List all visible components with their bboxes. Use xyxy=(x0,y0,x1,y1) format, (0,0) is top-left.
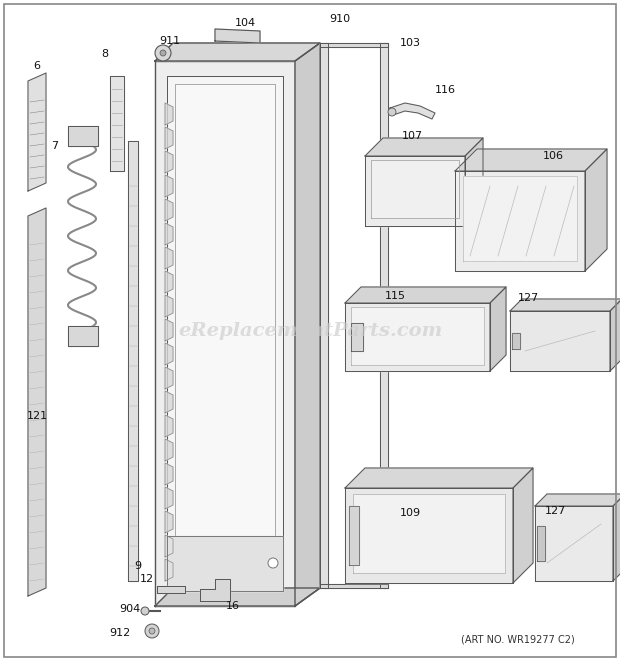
Polygon shape xyxy=(320,43,328,588)
Polygon shape xyxy=(68,126,98,146)
Polygon shape xyxy=(165,271,173,293)
Polygon shape xyxy=(345,303,490,371)
Polygon shape xyxy=(380,43,388,588)
Text: eReplacementParts.com: eReplacementParts.com xyxy=(178,322,442,340)
Text: (ART NO. WR19277 C2): (ART NO. WR19277 C2) xyxy=(461,634,575,644)
Polygon shape xyxy=(463,176,577,261)
Polygon shape xyxy=(28,208,46,596)
Polygon shape xyxy=(295,43,320,606)
Circle shape xyxy=(149,628,155,634)
Text: 127: 127 xyxy=(517,293,539,303)
Polygon shape xyxy=(155,43,320,61)
Circle shape xyxy=(388,108,396,116)
Text: 116: 116 xyxy=(435,85,456,95)
Polygon shape xyxy=(585,149,607,271)
Polygon shape xyxy=(165,367,173,389)
Polygon shape xyxy=(455,149,607,171)
Polygon shape xyxy=(165,103,173,125)
Text: 910: 910 xyxy=(329,14,350,24)
Polygon shape xyxy=(28,73,46,191)
Polygon shape xyxy=(510,299,620,311)
Polygon shape xyxy=(353,494,505,573)
Polygon shape xyxy=(490,287,506,371)
Polygon shape xyxy=(610,299,620,371)
Text: 127: 127 xyxy=(544,506,565,516)
Polygon shape xyxy=(165,247,173,269)
Circle shape xyxy=(145,624,159,638)
Circle shape xyxy=(268,558,278,568)
Polygon shape xyxy=(165,151,173,173)
Polygon shape xyxy=(512,333,520,349)
Polygon shape xyxy=(68,326,98,346)
Polygon shape xyxy=(345,468,533,488)
Polygon shape xyxy=(165,559,173,581)
Polygon shape xyxy=(351,323,363,351)
Circle shape xyxy=(155,45,171,61)
Polygon shape xyxy=(110,76,124,171)
Polygon shape xyxy=(165,535,173,557)
Polygon shape xyxy=(128,141,138,581)
Text: 7: 7 xyxy=(51,141,58,151)
Polygon shape xyxy=(535,506,613,581)
Polygon shape xyxy=(351,307,484,365)
Polygon shape xyxy=(215,29,260,43)
Polygon shape xyxy=(165,199,173,221)
Polygon shape xyxy=(165,415,173,437)
Text: 16: 16 xyxy=(226,601,240,611)
Text: 104: 104 xyxy=(234,18,255,28)
Polygon shape xyxy=(345,287,506,303)
Polygon shape xyxy=(365,156,465,226)
Text: 911: 911 xyxy=(159,36,180,46)
Text: 9: 9 xyxy=(135,561,141,571)
Polygon shape xyxy=(349,506,359,565)
Polygon shape xyxy=(535,494,620,506)
Polygon shape xyxy=(465,138,483,226)
Text: 912: 912 xyxy=(109,628,131,638)
Polygon shape xyxy=(371,160,459,218)
Polygon shape xyxy=(175,84,275,583)
Polygon shape xyxy=(165,223,173,245)
Text: 106: 106 xyxy=(542,151,564,161)
Polygon shape xyxy=(165,439,173,461)
Polygon shape xyxy=(510,311,610,371)
Text: 109: 109 xyxy=(399,508,420,518)
Text: 6: 6 xyxy=(33,61,40,71)
Polygon shape xyxy=(165,487,173,509)
Polygon shape xyxy=(165,295,173,317)
Polygon shape xyxy=(345,488,513,583)
Polygon shape xyxy=(200,579,230,601)
Polygon shape xyxy=(155,588,320,606)
Text: 103: 103 xyxy=(399,38,420,48)
Polygon shape xyxy=(613,494,620,581)
Text: 115: 115 xyxy=(384,291,405,301)
Polygon shape xyxy=(155,61,295,606)
Polygon shape xyxy=(320,43,388,47)
Polygon shape xyxy=(167,76,283,591)
Polygon shape xyxy=(165,343,173,365)
Polygon shape xyxy=(537,526,545,561)
Text: 12: 12 xyxy=(140,574,154,584)
Polygon shape xyxy=(167,536,283,591)
Polygon shape xyxy=(157,586,185,593)
Text: 121: 121 xyxy=(27,411,48,421)
Polygon shape xyxy=(365,138,483,156)
Polygon shape xyxy=(165,127,173,149)
Polygon shape xyxy=(165,511,173,533)
Polygon shape xyxy=(165,319,173,341)
Polygon shape xyxy=(165,175,173,197)
Text: 107: 107 xyxy=(401,131,423,141)
Polygon shape xyxy=(165,463,173,485)
Polygon shape xyxy=(320,584,388,588)
Text: 8: 8 xyxy=(102,49,108,59)
Polygon shape xyxy=(165,391,173,413)
Polygon shape xyxy=(513,468,533,583)
Circle shape xyxy=(141,607,149,615)
Polygon shape xyxy=(455,171,585,271)
Text: 904: 904 xyxy=(120,604,141,614)
Polygon shape xyxy=(390,103,435,119)
Circle shape xyxy=(160,50,166,56)
